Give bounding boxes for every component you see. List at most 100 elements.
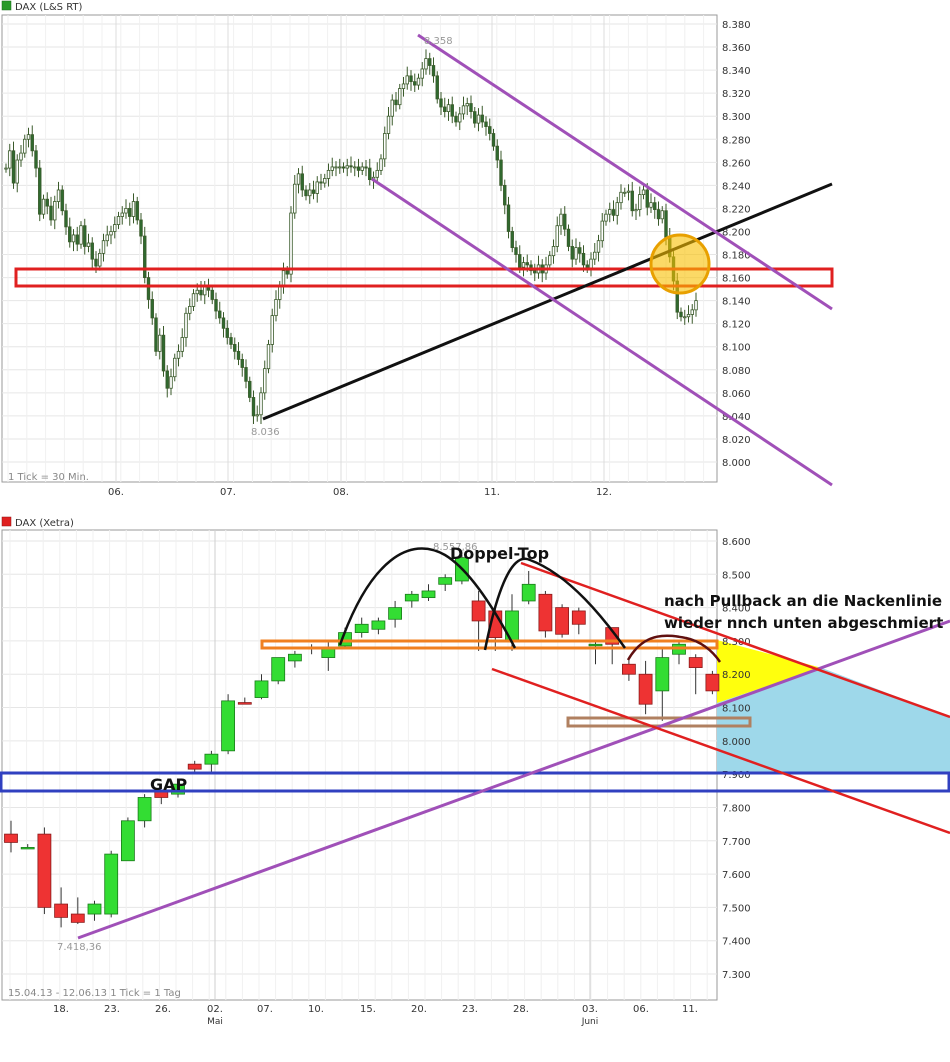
top-candle-body (510, 231, 514, 249)
top-candle-body (338, 166, 342, 169)
bottom-x-tick-label: 11. (682, 1004, 698, 1015)
top-y-tick-label: 8.160 (722, 274, 751, 285)
top-candle-body (300, 173, 304, 191)
bottom-candle-body (588, 643, 603, 647)
top-y-tick-label: 8.040 (722, 412, 751, 423)
top-candle-body (353, 166, 357, 169)
bottom-candle-body (187, 763, 202, 770)
top-candle-body (578, 247, 582, 254)
top-candle-body (664, 210, 668, 238)
bottom-doppeltop-arc-1 (338, 547, 517, 649)
top-candle-body (161, 334, 166, 372)
top-candle-body (559, 213, 563, 227)
top-candle-body (244, 367, 248, 382)
top-candle-body (551, 246, 556, 257)
bottom-candle-body (371, 620, 386, 630)
top-chart-intraday: DAX (L&S RT) 8.3808.3608.3408.3208.3008.… (1, 0, 834, 498)
top-candle-body (596, 240, 601, 253)
top-candle-body (394, 99, 398, 106)
top-candle-body (124, 208, 128, 214)
top-candle-body (15, 159, 19, 184)
top-candle-body (173, 357, 177, 378)
top-candle-body (570, 246, 574, 260)
bottom-candle-body (271, 657, 286, 682)
top-candle-body (131, 201, 136, 217)
top-candle-body (34, 150, 38, 169)
top-candle-body (8, 150, 12, 169)
top-x-tick-label: 11. (484, 487, 500, 498)
bottom-candle-body (137, 797, 152, 822)
top-candle-body (450, 104, 454, 117)
top-x-tick-label: 06. (108, 487, 124, 498)
bottom-y-tick-label: 8.600 (722, 537, 751, 548)
top-candle-body (615, 202, 619, 216)
bottom-y-tick-label: 7.400 (722, 937, 751, 948)
bottom-target-area (717, 668, 950, 772)
top-candle-body (495, 145, 499, 161)
top-chart-title: DAX (L&S RT) (15, 2, 83, 13)
top-candle-body (311, 189, 316, 194)
top-x-tick-label: 07. (220, 487, 236, 498)
top-candle-body (409, 75, 413, 83)
top-candle-body (630, 190, 634, 212)
top-legend-swatch (1, 0, 12, 11)
bottom-x-tick-label: 18. (53, 1004, 69, 1015)
top-candle-body (469, 103, 473, 112)
top-trendline-black (262, 182, 833, 421)
bottom-candle-body (354, 623, 369, 633)
top-candle-body (210, 289, 214, 300)
top-y-tick-label: 8.260 (722, 158, 751, 169)
top-candle-body (323, 178, 327, 184)
top-candle-body (270, 315, 274, 345)
top-channel-upper (417, 33, 833, 311)
top-candle-body (169, 376, 173, 389)
top-candle-body (368, 167, 372, 181)
bottom-candle-body (555, 607, 569, 635)
bottom-y-tick-label: 7.600 (722, 870, 751, 881)
bottom-candle-body (87, 903, 102, 915)
top-candle-body (274, 299, 278, 317)
top-candle-body (465, 103, 469, 107)
bottom-comment-line-1: nach Pullback an die Nackenlinie (664, 592, 942, 610)
top-candle-body (525, 262, 529, 266)
top-candle-body (514, 247, 518, 255)
top-support-zone (14, 267, 834, 288)
bottom-x-tick-label: 10. (308, 1004, 324, 1015)
bottom-candle-body (204, 753, 219, 765)
top-candle-body (349, 165, 353, 168)
top-candle-body (49, 205, 53, 221)
top-candle-body (611, 209, 616, 216)
top-candle-body (191, 293, 196, 307)
bottom-candle-body (471, 600, 486, 622)
top-candle-body (386, 115, 391, 134)
top-y-tick-label: 8.220 (722, 204, 751, 215)
top-candle-body (240, 359, 244, 368)
top-y-tick-label: 8.300 (722, 112, 751, 123)
bottom-x-month-label: Juni (581, 1017, 599, 1027)
top-candle-body (375, 169, 379, 178)
top-channel-lower (371, 177, 833, 487)
top-candle-body (330, 166, 334, 171)
top-y-tick-label: 8.320 (722, 89, 751, 100)
bottom-trendline-purple (77, 619, 950, 940)
top-candle-body (135, 201, 139, 221)
top-candle-body (405, 75, 409, 85)
top-candle-body (45, 198, 49, 207)
top-candle-body (574, 247, 578, 260)
bottom-candle-body (521, 583, 536, 602)
top-candle-body (491, 133, 496, 147)
bottom-candle-body (70, 913, 85, 923)
top-candle-body (259, 392, 263, 416)
bottom-candle-body (287, 653, 302, 662)
top-candle-body (364, 166, 368, 169)
top-candle-body (248, 380, 252, 398)
bottom-target-fills (717, 640, 950, 772)
bottom-y-tick-label: 7.500 (722, 903, 751, 914)
bottom-candle-body (237, 702, 252, 705)
top-y-tick-label: 8.240 (722, 181, 751, 192)
top-candle-body (356, 166, 361, 171)
top-x-tick-label: 12. (596, 487, 612, 498)
top-candle-body (634, 209, 638, 212)
top-candle-body (98, 252, 102, 267)
bottom-candle-body (438, 577, 453, 585)
